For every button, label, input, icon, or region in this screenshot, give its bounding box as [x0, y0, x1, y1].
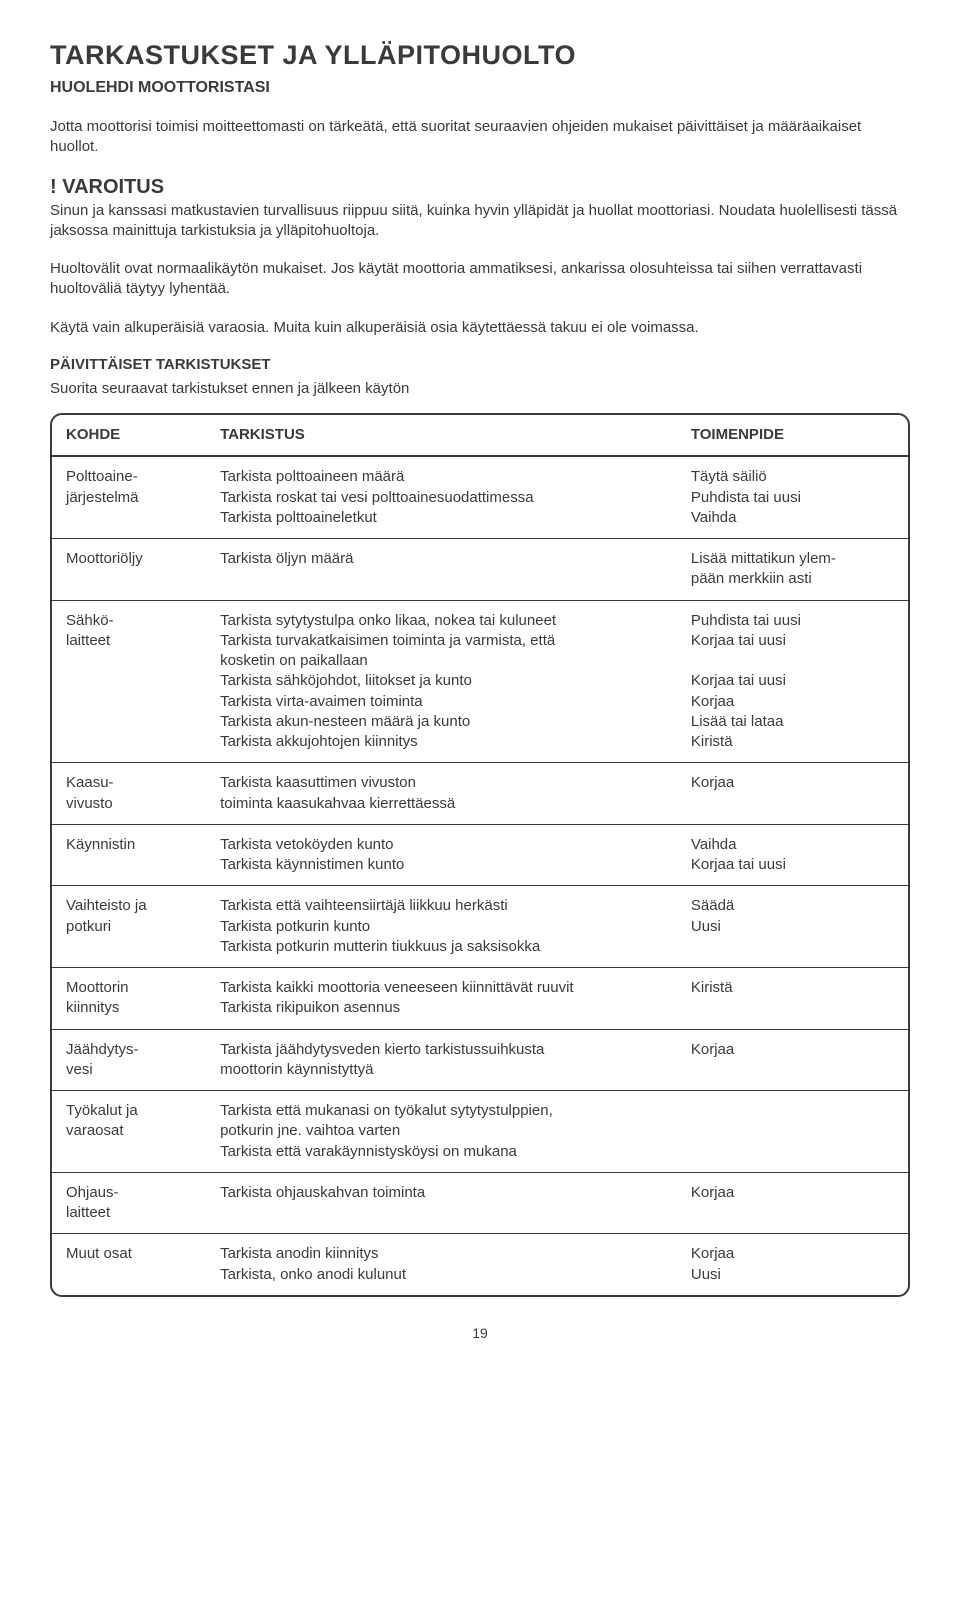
cell-tarkistus: Tarkista polttoaineen määräTarkista rosk… — [206, 456, 677, 538]
cell-kohde: Sähkö-laitteet — [52, 600, 206, 763]
cell-kohde: Vaihteisto japotkuri — [52, 886, 206, 968]
table-row: Muut osatTarkista anodin kiinnitysTarkis… — [52, 1234, 908, 1295]
cell-kohde: Työkalut javaraosat — [52, 1091, 206, 1173]
checks-table: KOHDE TARKISTUS TOIMENPIDE Polttoaine-jä… — [52, 415, 908, 1295]
table-row: KäynnistinTarkista vetoköyden kuntoTarki… — [52, 824, 908, 886]
section-heading: PÄIVITTÄISET TARKISTUKSET — [50, 356, 910, 373]
cell-tarkistus: Tarkista kaasuttimen vivustontoiminta ka… — [206, 763, 677, 825]
cell-toimenpide: VaihdaKorjaa tai uusi — [677, 824, 908, 886]
cell-toimenpide: Lisää mittatikun ylem-pään merkkiin asti — [677, 539, 908, 601]
table-header-row: KOHDE TARKISTUS TOIMENPIDE — [52, 415, 908, 456]
cell-kohde: Jäähdytys-vesi — [52, 1029, 206, 1091]
cell-tarkistus: Tarkista jäähdytysveden kierto tarkistus… — [206, 1029, 677, 1091]
interval-text: Huoltovälit ovat normaalikäytön mukaiset… — [50, 259, 910, 300]
cell-tarkistus: Tarkista että vaihteensiirtäjä liikkuu h… — [206, 886, 677, 968]
table-row: MoottorinkiinnitysTarkista kaikki mootto… — [52, 968, 908, 1030]
section-intro: Suorita seuraavat tarkistukset ennen ja … — [50, 379, 910, 399]
table-row: Ohjaus-laitteetTarkista ohjauskahvan toi… — [52, 1172, 908, 1234]
cell-toimenpide: Puhdista tai uusiKorjaa tai uusi Korjaa … — [677, 600, 908, 763]
cell-kohde: Muut osat — [52, 1234, 206, 1295]
header-tarkistus: TARKISTUS — [206, 415, 677, 456]
page-title: TARKASTUKSET JA YLLÄPITOHUOLTO — [50, 40, 910, 71]
warning-heading: ! VAROITUS — [50, 176, 910, 199]
cell-kohde: Moottorinkiinnitys — [52, 968, 206, 1030]
checks-table-wrapper: KOHDE TARKISTUS TOIMENPIDE Polttoaine-jä… — [50, 413, 910, 1297]
cell-kohde: Polttoaine-järjestelmä — [52, 456, 206, 538]
table-row: Jäähdytys-vesiTarkista jäähdytysveden ki… — [52, 1029, 908, 1091]
cell-toimenpide: SäädäUusi — [677, 886, 908, 968]
page-number: 19 — [50, 1325, 910, 1341]
cell-kohde: Käynnistin — [52, 824, 206, 886]
table-row: Kaasu-vivustoTarkista kaasuttimen vivust… — [52, 763, 908, 825]
table-row: MoottoriöljyTarkista öljyn määräLisää mi… — [52, 539, 908, 601]
cell-tarkistus: Tarkista öljyn määrä — [206, 539, 677, 601]
cell-toimenpide: Korjaa — [677, 1029, 908, 1091]
cell-kohde: Moottoriöljy — [52, 539, 206, 601]
header-kohde: KOHDE — [52, 415, 206, 456]
cell-toimenpide: Kiristä — [677, 968, 908, 1030]
cell-tarkistus: Tarkista sytytystulpa onko likaa, nokea … — [206, 600, 677, 763]
table-row: Työkalut javaraosatTarkista että mukanas… — [52, 1091, 908, 1173]
cell-tarkistus: Tarkista että mukanasi on työkalut sytyt… — [206, 1091, 677, 1173]
cell-kohde: Ohjaus-laitteet — [52, 1172, 206, 1234]
subtitle: HUOLEHDI MOOTTORISTASI — [50, 79, 910, 97]
table-row: Vaihteisto japotkuriTarkista että vaihte… — [52, 886, 908, 968]
table-row: Polttoaine-järjestelmäTarkista polttoain… — [52, 456, 908, 538]
cell-toimenpide: Täytä säiliöPuhdista tai uusiVaihda — [677, 456, 908, 538]
cell-toimenpide: Korjaa — [677, 763, 908, 825]
parts-text: Käytä vain alkuperäisiä varaosia. Muita … — [50, 318, 910, 338]
cell-toimenpide: Korjaa — [677, 1172, 908, 1234]
cell-tarkistus: Tarkista vetoköyden kuntoTarkista käynni… — [206, 824, 677, 886]
cell-toimenpide — [677, 1091, 908, 1173]
intro-paragraph: Jotta moottorisi toimisi moitteettomasti… — [50, 117, 910, 158]
cell-tarkistus: Tarkista ohjauskahvan toiminta — [206, 1172, 677, 1234]
cell-tarkistus: Tarkista kaikki moottoria veneeseen kiin… — [206, 968, 677, 1030]
cell-kohde: Kaasu-vivusto — [52, 763, 206, 825]
warning-text: Sinun ja kanssasi matkustavien turvallis… — [50, 201, 910, 242]
cell-tarkistus: Tarkista anodin kiinnitysTarkista, onko … — [206, 1234, 677, 1295]
table-row: Sähkö-laitteetTarkista sytytystulpa onko… — [52, 600, 908, 763]
cell-toimenpide: KorjaaUusi — [677, 1234, 908, 1295]
header-toimenpide: TOIMENPIDE — [677, 415, 908, 456]
